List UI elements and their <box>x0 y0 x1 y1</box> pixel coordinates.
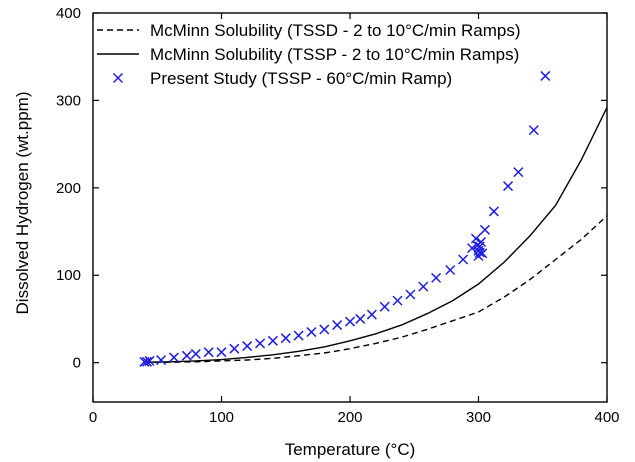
data-point-stroke <box>216 347 227 358</box>
legend-entry-1: McMinn Solubility (TSSP - 2 to 10°C/min … <box>97 45 519 64</box>
data-point <box>267 335 278 346</box>
legend-entry-0: McMinn Solubility (TSSD - 2 to 10°C/min … <box>97 21 521 40</box>
data-point <box>229 343 240 354</box>
data-point <box>540 70 551 81</box>
x-tick-label: 200 <box>337 409 362 426</box>
data-point-stroke <box>141 356 153 367</box>
data-point <box>203 347 214 358</box>
data-point-stroke <box>181 350 192 361</box>
data-point <box>405 289 416 300</box>
data-point-stroke <box>255 338 266 349</box>
data-point <box>479 224 490 235</box>
data-point-stroke <box>467 243 478 254</box>
data-point <box>503 181 514 192</box>
y-tick-label: 100 <box>56 267 81 284</box>
data-point-stroke <box>168 352 179 363</box>
data-point <box>168 352 179 363</box>
data-point-stroke <box>503 181 514 192</box>
legend-label: McMinn Solubility (TSSD - 2 to 10°C/min … <box>150 21 521 40</box>
data-point-stroke <box>332 320 343 331</box>
data-point-stroke <box>267 335 278 346</box>
data-point-stroke <box>280 333 291 344</box>
data-point-stroke <box>229 343 240 354</box>
data-point <box>190 348 201 359</box>
y-tick-label: 0 <box>73 355 81 372</box>
data-point-stroke <box>445 264 456 276</box>
data-point <box>458 254 469 265</box>
data-point-stroke <box>379 301 390 312</box>
x-tick-label: 0 <box>89 409 97 426</box>
axes: 0 100 200 300 400 0 100 200 300 400 <box>56 5 620 426</box>
data-point-stroke <box>540 70 551 81</box>
data-point-stroke <box>344 316 356 327</box>
data-point <box>280 333 291 344</box>
data-point <box>144 355 155 366</box>
data-point-stroke <box>319 324 330 335</box>
data-point <box>156 355 167 366</box>
data-point <box>392 295 403 306</box>
data-point <box>366 309 377 320</box>
x-tick-label: 100 <box>209 409 234 426</box>
x-tick-label: 400 <box>594 409 619 426</box>
series-line-1 <box>144 107 608 363</box>
data-point-stroke <box>242 341 253 352</box>
y-tick-label: 300 <box>56 92 81 109</box>
data-point <box>255 338 266 349</box>
x-tick-label: 300 <box>466 409 491 426</box>
data-point <box>445 264 456 276</box>
data-point <box>344 316 356 327</box>
data-point <box>242 341 253 352</box>
data-point <box>418 281 429 292</box>
data-point <box>431 272 442 283</box>
data-point-stroke <box>476 236 487 248</box>
data-point-stroke <box>477 248 488 259</box>
data-point <box>355 313 366 324</box>
legend-entry-2: Present Study (TSSP - 60°C/min Ramp) <box>112 69 452 88</box>
data-point <box>476 236 487 248</box>
series-line-0 <box>144 215 608 364</box>
data-point <box>306 327 317 338</box>
data-point <box>181 350 192 361</box>
data-point <box>488 206 499 217</box>
data-point <box>319 324 330 335</box>
legend-label: Present Study (TSSP - 60°C/min Ramp) <box>150 69 452 88</box>
legend-label: McMinn Solubility (TSSP - 2 to 10°C/min … <box>150 45 519 64</box>
data-point-stroke <box>392 295 403 306</box>
data-point-stroke <box>513 167 524 178</box>
data-point-stroke <box>488 206 499 217</box>
data-point <box>293 330 304 341</box>
data-point-stroke <box>431 272 442 283</box>
data-point <box>467 243 478 254</box>
legend: McMinn Solubility (TSSD - 2 to 10°C/min … <box>97 21 521 88</box>
data-point-stroke <box>190 348 201 359</box>
data-point-stroke <box>156 355 167 366</box>
y-tick-label: 200 <box>56 180 81 197</box>
data-point-stroke <box>293 330 304 341</box>
data-point <box>477 248 488 259</box>
data-point <box>528 125 539 136</box>
data-point <box>379 301 390 312</box>
data-point <box>141 356 153 367</box>
data-point <box>332 320 343 331</box>
data-point <box>513 167 524 178</box>
data-point-stroke <box>479 224 490 235</box>
data-point-stroke <box>306 327 317 338</box>
data-point-stroke <box>528 125 539 136</box>
data-point-stroke <box>418 281 429 292</box>
legend-swatch <box>112 72 124 84</box>
data-point <box>216 347 227 358</box>
series-layer <box>139 70 608 367</box>
data-point-stroke <box>458 254 469 265</box>
data-point-stroke <box>144 355 155 366</box>
data-point-stroke <box>405 289 416 300</box>
y-axis-title: Dissolved Hydrogen (wt.ppm) <box>13 92 32 315</box>
data-point-stroke <box>203 347 214 358</box>
x-axis-title: Temperature (°C) <box>285 440 416 459</box>
data-point-stroke <box>366 309 377 320</box>
data-point-stroke <box>355 313 366 324</box>
y-tick-label: 400 <box>56 5 81 22</box>
